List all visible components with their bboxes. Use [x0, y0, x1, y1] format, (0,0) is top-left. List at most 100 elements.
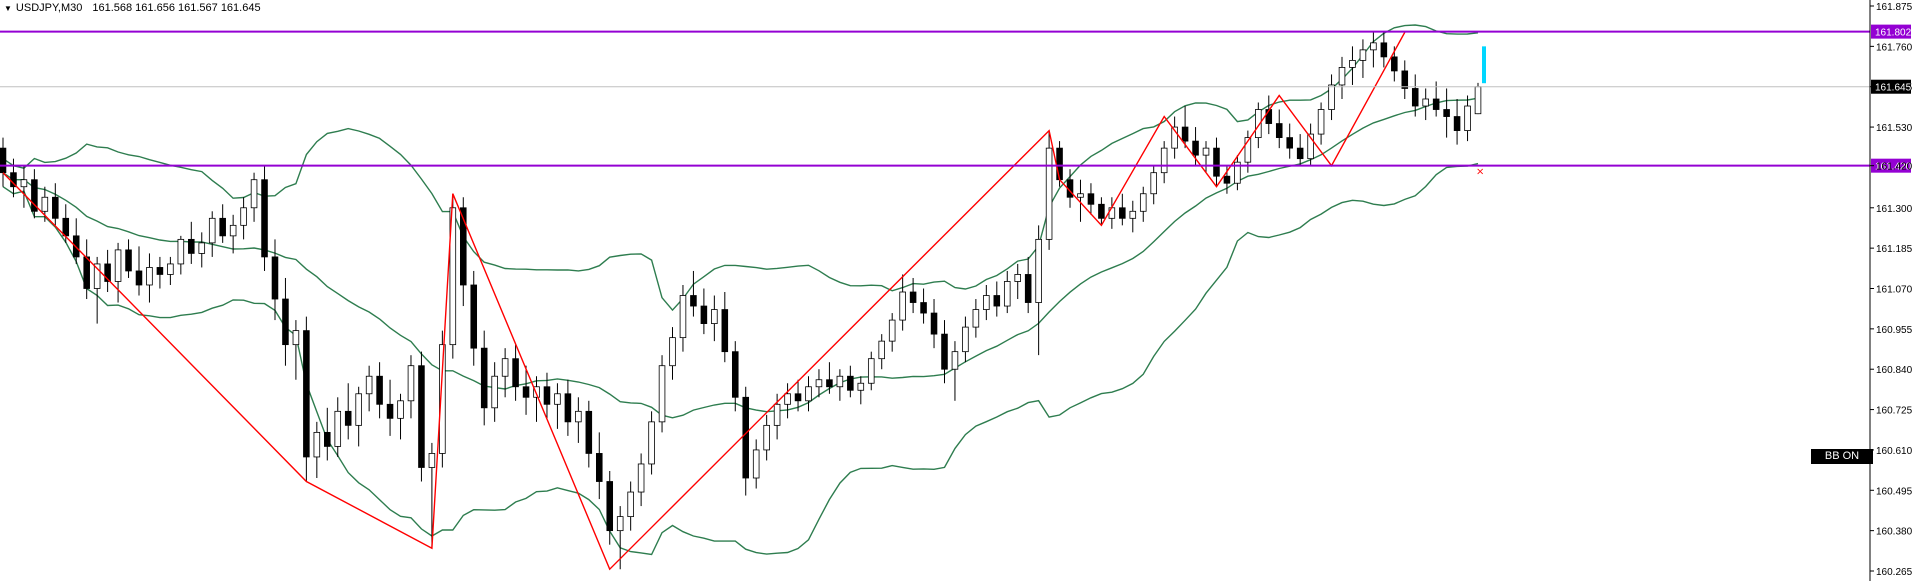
candle-body [146, 267, 153, 286]
candle-body [219, 217, 226, 237]
candle-body [1014, 274, 1021, 282]
candle-body [31, 179, 38, 212]
candle-body [1024, 274, 1032, 303]
candle [1181, 106, 1189, 149]
candle-body [606, 481, 614, 532]
candle-body [261, 179, 268, 258]
candle [867, 351, 875, 391]
y-tick-label: 161.300 [1876, 204, 1913, 215]
candle-body [1087, 193, 1095, 205]
candle-body [386, 403, 394, 419]
candle-body [815, 379, 823, 388]
candle [1171, 116, 1178, 159]
candle-body [41, 196, 49, 212]
candle [460, 197, 467, 307]
candle [951, 341, 959, 401]
candle [1453, 98, 1461, 145]
candle [857, 376, 865, 405]
candle-body [805, 386, 812, 402]
candle [742, 386, 750, 496]
candle-body [585, 410, 593, 454]
candle-body [407, 365, 415, 402]
candle-body [324, 431, 331, 447]
candle-body [449, 207, 457, 346]
candle [135, 246, 143, 296]
candle [1349, 46, 1356, 85]
candle-body [1422, 98, 1429, 107]
candle-body [867, 358, 875, 384]
candle [731, 341, 739, 412]
candle-body [1338, 67, 1346, 86]
level-label-bg [1871, 158, 1911, 173]
candle-body [1380, 42, 1388, 58]
candle-body [1119, 207, 1126, 219]
candle-body [198, 242, 206, 254]
candle-body [125, 249, 132, 272]
close-x-icon[interactable]: × [1476, 167, 1484, 178]
candle [794, 379, 802, 412]
triangle-down-icon[interactable]: ▼ [4, 3, 12, 13]
candle [334, 397, 342, 457]
candle-body [983, 295, 990, 310]
candle [167, 256, 174, 285]
candle-body [648, 421, 655, 465]
candle-body [1202, 147, 1210, 156]
y-tick-label: 160.380 [1876, 527, 1913, 538]
candle-body [292, 330, 300, 346]
candle-body [1464, 105, 1471, 131]
candle-body [1150, 172, 1157, 195]
candle-body [763, 424, 770, 451]
candle-body [627, 491, 634, 518]
candle [1296, 134, 1304, 166]
candle-body [847, 375, 854, 391]
candle [72, 218, 80, 264]
candle [177, 235, 185, 275]
candle [679, 284, 687, 352]
candle-body [1370, 42, 1377, 51]
candle [1129, 200, 1137, 233]
bollinger-bands [2, 24, 1479, 556]
candle-body [533, 386, 540, 398]
candle-body [470, 284, 478, 349]
candle-body [1255, 109, 1262, 138]
candle-body [543, 386, 551, 405]
candle-body [554, 393, 561, 405]
candle [752, 439, 760, 489]
candle-body [62, 217, 70, 237]
chart-title: ▼ USDJPY,M30 161.568 161.656 161.567 161… [4, 1, 261, 15]
candle-body [1359, 49, 1367, 61]
bb-status-badge[interactable]: BB ON [1811, 449, 1873, 464]
level-label-bg [1871, 24, 1911, 39]
candle-body [1077, 193, 1084, 198]
y-tick-label: 160.725 [1876, 406, 1913, 417]
candle [198, 232, 206, 268]
candle [606, 470, 614, 545]
candle-body [878, 340, 886, 360]
candle [397, 393, 404, 440]
candle-body [616, 516, 624, 532]
candle [480, 330, 488, 426]
candle [418, 351, 425, 482]
candle [700, 288, 708, 335]
candle-body [428, 453, 436, 468]
candle [365, 365, 373, 412]
candle [261, 165, 268, 271]
candle-body [711, 309, 718, 324]
candle [1024, 256, 1032, 314]
candle-body [1317, 109, 1325, 135]
horizontal-levels[interactable]: 161.802 161.420 × [0, 24, 1912, 178]
candle [648, 411, 655, 475]
candle-body [167, 263, 174, 275]
candle [763, 414, 770, 461]
candle-body [1213, 147, 1220, 177]
candle [711, 295, 718, 342]
candle [888, 313, 896, 352]
candle-body [951, 351, 959, 370]
candle-body [1035, 238, 1042, 303]
level-label: 161.420 [1875, 162, 1912, 173]
candle-body [1401, 70, 1409, 89]
candle-body [313, 431, 321, 458]
candle [962, 316, 969, 363]
